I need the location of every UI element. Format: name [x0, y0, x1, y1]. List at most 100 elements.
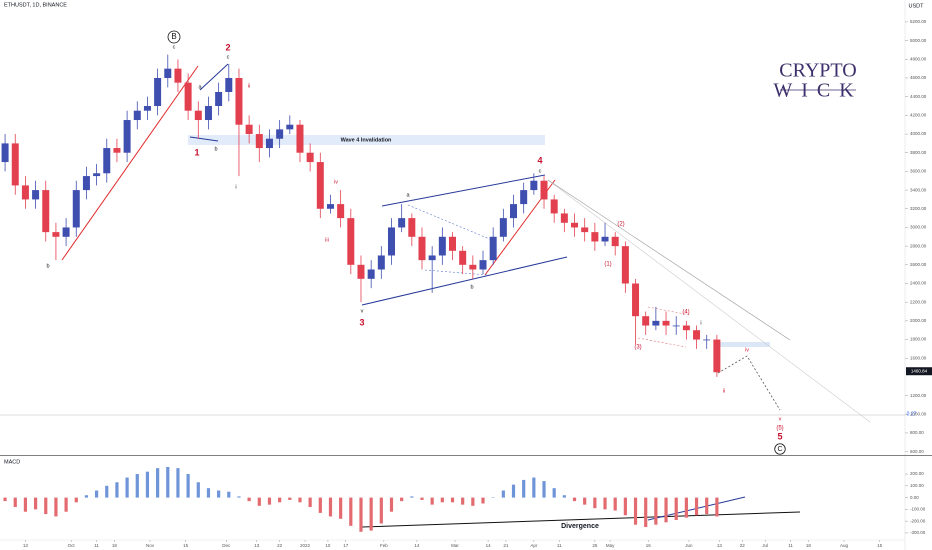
macd-bar [339, 497, 343, 519]
macd-bar [247, 497, 251, 502]
wave-label: (2) [617, 222, 624, 228]
y-tick-label: 1000.00 [910, 411, 927, 416]
chart-title: ETHUSDT, 1D, BINANCE [4, 2, 67, 8]
candle-body [703, 339, 711, 341]
candle-body [540, 180, 548, 200]
macd-bar [156, 468, 160, 498]
wave-label: (4) [682, 310, 689, 316]
wave-label: c [539, 168, 542, 174]
macd-bar [95, 490, 99, 498]
macd-bar [623, 497, 627, 516]
y-tick-label: 4600.00 [910, 75, 927, 80]
macd-bar [501, 490, 505, 498]
wave-label: (3) [634, 345, 641, 351]
candle-body [52, 232, 60, 237]
candle-body [194, 110, 202, 121]
wave-label: 3 [359, 317, 364, 327]
candle-body [265, 138, 273, 149]
x-tick-label: 15 [183, 543, 189, 548]
wave-label: 5 [777, 431, 782, 441]
candle-body [367, 269, 375, 279]
y-tick-label: 3000.00 [910, 225, 927, 230]
macd-bar [13, 497, 17, 508]
wave-label: ii [723, 388, 725, 394]
candle-body [174, 68, 182, 83]
x-tick-label: Aug [840, 543, 849, 548]
candle-body [581, 227, 589, 233]
y-tick-label: 2800.00 [910, 243, 927, 248]
x-tick-label: May [606, 543, 615, 548]
candle-body [520, 190, 528, 205]
y-tick-label: 2000.00 [910, 318, 927, 323]
macd-bar [227, 491, 231, 498]
y-tick-label: 3800.00 [910, 150, 927, 155]
macd-bar [318, 497, 322, 513]
y-tick-label: 0.00 [910, 495, 919, 500]
candle-body [154, 77, 162, 107]
macd-bar [532, 477, 536, 498]
candle-body [530, 180, 538, 191]
x-tick-label: Oct [68, 543, 76, 548]
x-tick-label: Nov [146, 543, 155, 548]
macd-bar [166, 466, 170, 498]
wave-label: c [227, 54, 230, 60]
y-tick-label: 2600.00 [910, 262, 927, 267]
x-tick-label: 11 [94, 543, 99, 548]
candle-body [571, 222, 579, 228]
x-tick-label: Mar [451, 543, 459, 548]
candle-body [632, 283, 640, 317]
y-unit: USDT [909, 3, 925, 9]
y-tick-label: 1600.00 [910, 355, 927, 360]
level-label: -0.27 [905, 411, 917, 417]
macd-bar [420, 497, 424, 500]
band-label: Wave 4 Invalidation [341, 137, 392, 143]
watermark: CRYPTO [779, 60, 856, 82]
wave-label: 2 [225, 42, 230, 52]
wave-label: i [235, 184, 236, 190]
candle-body [387, 227, 395, 256]
candle-body [459, 250, 467, 265]
candle-body [510, 204, 518, 219]
candle-body [357, 264, 365, 279]
price-tag-label: 1460.84 [911, 368, 928, 373]
candle-body [72, 190, 80, 228]
wave-label: i [700, 320, 701, 326]
x-tick-label: 15 [877, 543, 883, 548]
candle-body [347, 218, 355, 265]
macd-bar [3, 497, 7, 502]
candle-body [255, 134, 263, 149]
wave-label: iii [325, 237, 329, 243]
candle-body [62, 227, 70, 237]
wave-label: v [779, 416, 782, 422]
candle-body [316, 162, 324, 209]
candle-body [682, 325, 690, 331]
indicator-name: MACD [4, 459, 20, 465]
candle-body [499, 218, 507, 237]
y-tick-label: 4200.00 [910, 113, 927, 118]
macd-bar [359, 497, 363, 532]
wave-label: (1) [604, 262, 611, 268]
wave-label: a [406, 192, 410, 198]
macd-bar [125, 477, 129, 498]
macd-bar [44, 497, 48, 515]
y-tick-label: 1800.00 [910, 337, 927, 342]
x-tick-label: Jul [762, 543, 768, 548]
y-tick-label: -100.00 [910, 507, 926, 512]
macd-bar [705, 497, 709, 515]
candle-body [489, 236, 497, 261]
x-tick-label: 16 [646, 543, 652, 548]
macd-bar [481, 497, 485, 504]
y-tick-label: 3600.00 [910, 169, 927, 174]
y-tick-label: 600.00 [910, 449, 924, 454]
wave-circle [774, 443, 786, 455]
macd-bar [328, 497, 333, 517]
macd-bar [511, 484, 516, 498]
y-tick-label: -200.00 [910, 518, 926, 523]
candle-body [326, 204, 334, 209]
x-tick-label: 13 [23, 543, 29, 548]
macd-bar [633, 497, 638, 525]
candle-body [479, 260, 487, 270]
x-tick-label: 25 [592, 543, 598, 548]
x-tick-label: 18 [806, 543, 812, 548]
candle-body [245, 124, 253, 135]
